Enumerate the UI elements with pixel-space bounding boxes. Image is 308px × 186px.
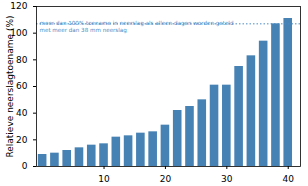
svg-text:30: 30 bbox=[221, 174, 233, 184]
svg-text:10: 10 bbox=[98, 174, 110, 184]
svg-text:120: 120 bbox=[10, 1, 27, 11]
svg-text:80: 80 bbox=[16, 55, 28, 65]
svg-text:20: 20 bbox=[16, 135, 28, 145]
svg-text:Relatieve neerslagtoename (%): Relatieve neerslagtoename (%) bbox=[5, 15, 15, 157]
svg-text:40: 40 bbox=[282, 174, 294, 184]
svg-text:40: 40 bbox=[16, 108, 28, 118]
svg-text:60: 60 bbox=[16, 81, 28, 91]
svg-text:100: 100 bbox=[10, 28, 28, 38]
svg-text:0: 0 bbox=[22, 161, 28, 171]
svg-text:meer dan 100% toename in neers: meer dan 100% toename in neerslag als al… bbox=[40, 20, 234, 33]
svg-text:20: 20 bbox=[160, 174, 172, 184]
